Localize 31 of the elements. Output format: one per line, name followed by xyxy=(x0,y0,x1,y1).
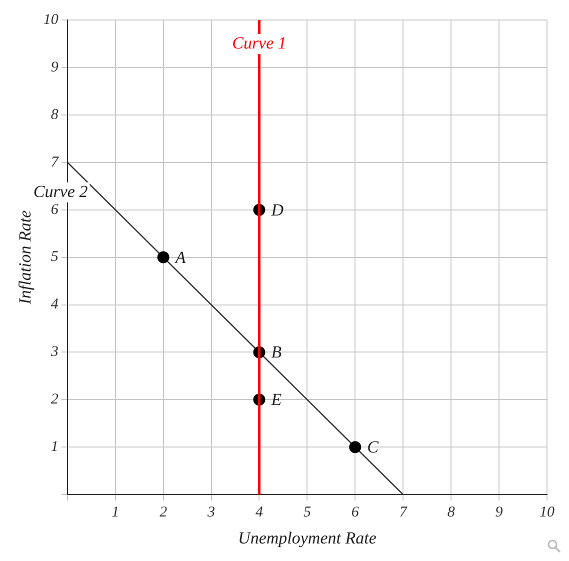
annotation: B xyxy=(271,342,282,362)
y-tick-label: 8 xyxy=(50,106,59,123)
y-tick-label: 7 xyxy=(50,154,60,170)
x-tick-label: 3 xyxy=(206,504,216,521)
x-tick-label: 9 xyxy=(495,504,504,521)
y-tick-label: 1 xyxy=(50,439,58,456)
annotation: D xyxy=(270,200,284,220)
annotation: A xyxy=(174,248,186,267)
x-tick-label: 7 xyxy=(399,504,408,521)
annotation: C xyxy=(367,438,380,457)
y-tick-label: 10 xyxy=(43,12,59,28)
point xyxy=(157,251,170,264)
x-tick-label: 1 xyxy=(112,504,120,521)
x-tick-label: 6 xyxy=(351,504,360,521)
y-tick-label: 9 xyxy=(50,59,59,76)
y-tick-label: 3 xyxy=(50,344,58,360)
y-tick-label: 6 xyxy=(50,202,59,218)
series-label: Curve 2 xyxy=(33,182,88,201)
ref-line-label: Curve 1 xyxy=(232,33,286,52)
y-tick-label: 4 xyxy=(50,296,59,313)
x-axis-title: Unemployment Rate xyxy=(238,528,377,548)
x-tick-label: 8 xyxy=(447,504,456,521)
point xyxy=(349,441,362,454)
y-tick-label: 5 xyxy=(50,249,59,266)
y-axis-title: Inflation Rate xyxy=(16,210,35,306)
annotation: E xyxy=(270,390,282,410)
x-tick-label: 2 xyxy=(160,504,168,521)
x-tick-label: 4 xyxy=(255,504,264,521)
x-tick-label: 10 xyxy=(540,504,555,521)
y-tick-label: 2 xyxy=(50,392,59,408)
x-tick-label: 5 xyxy=(303,504,312,521)
